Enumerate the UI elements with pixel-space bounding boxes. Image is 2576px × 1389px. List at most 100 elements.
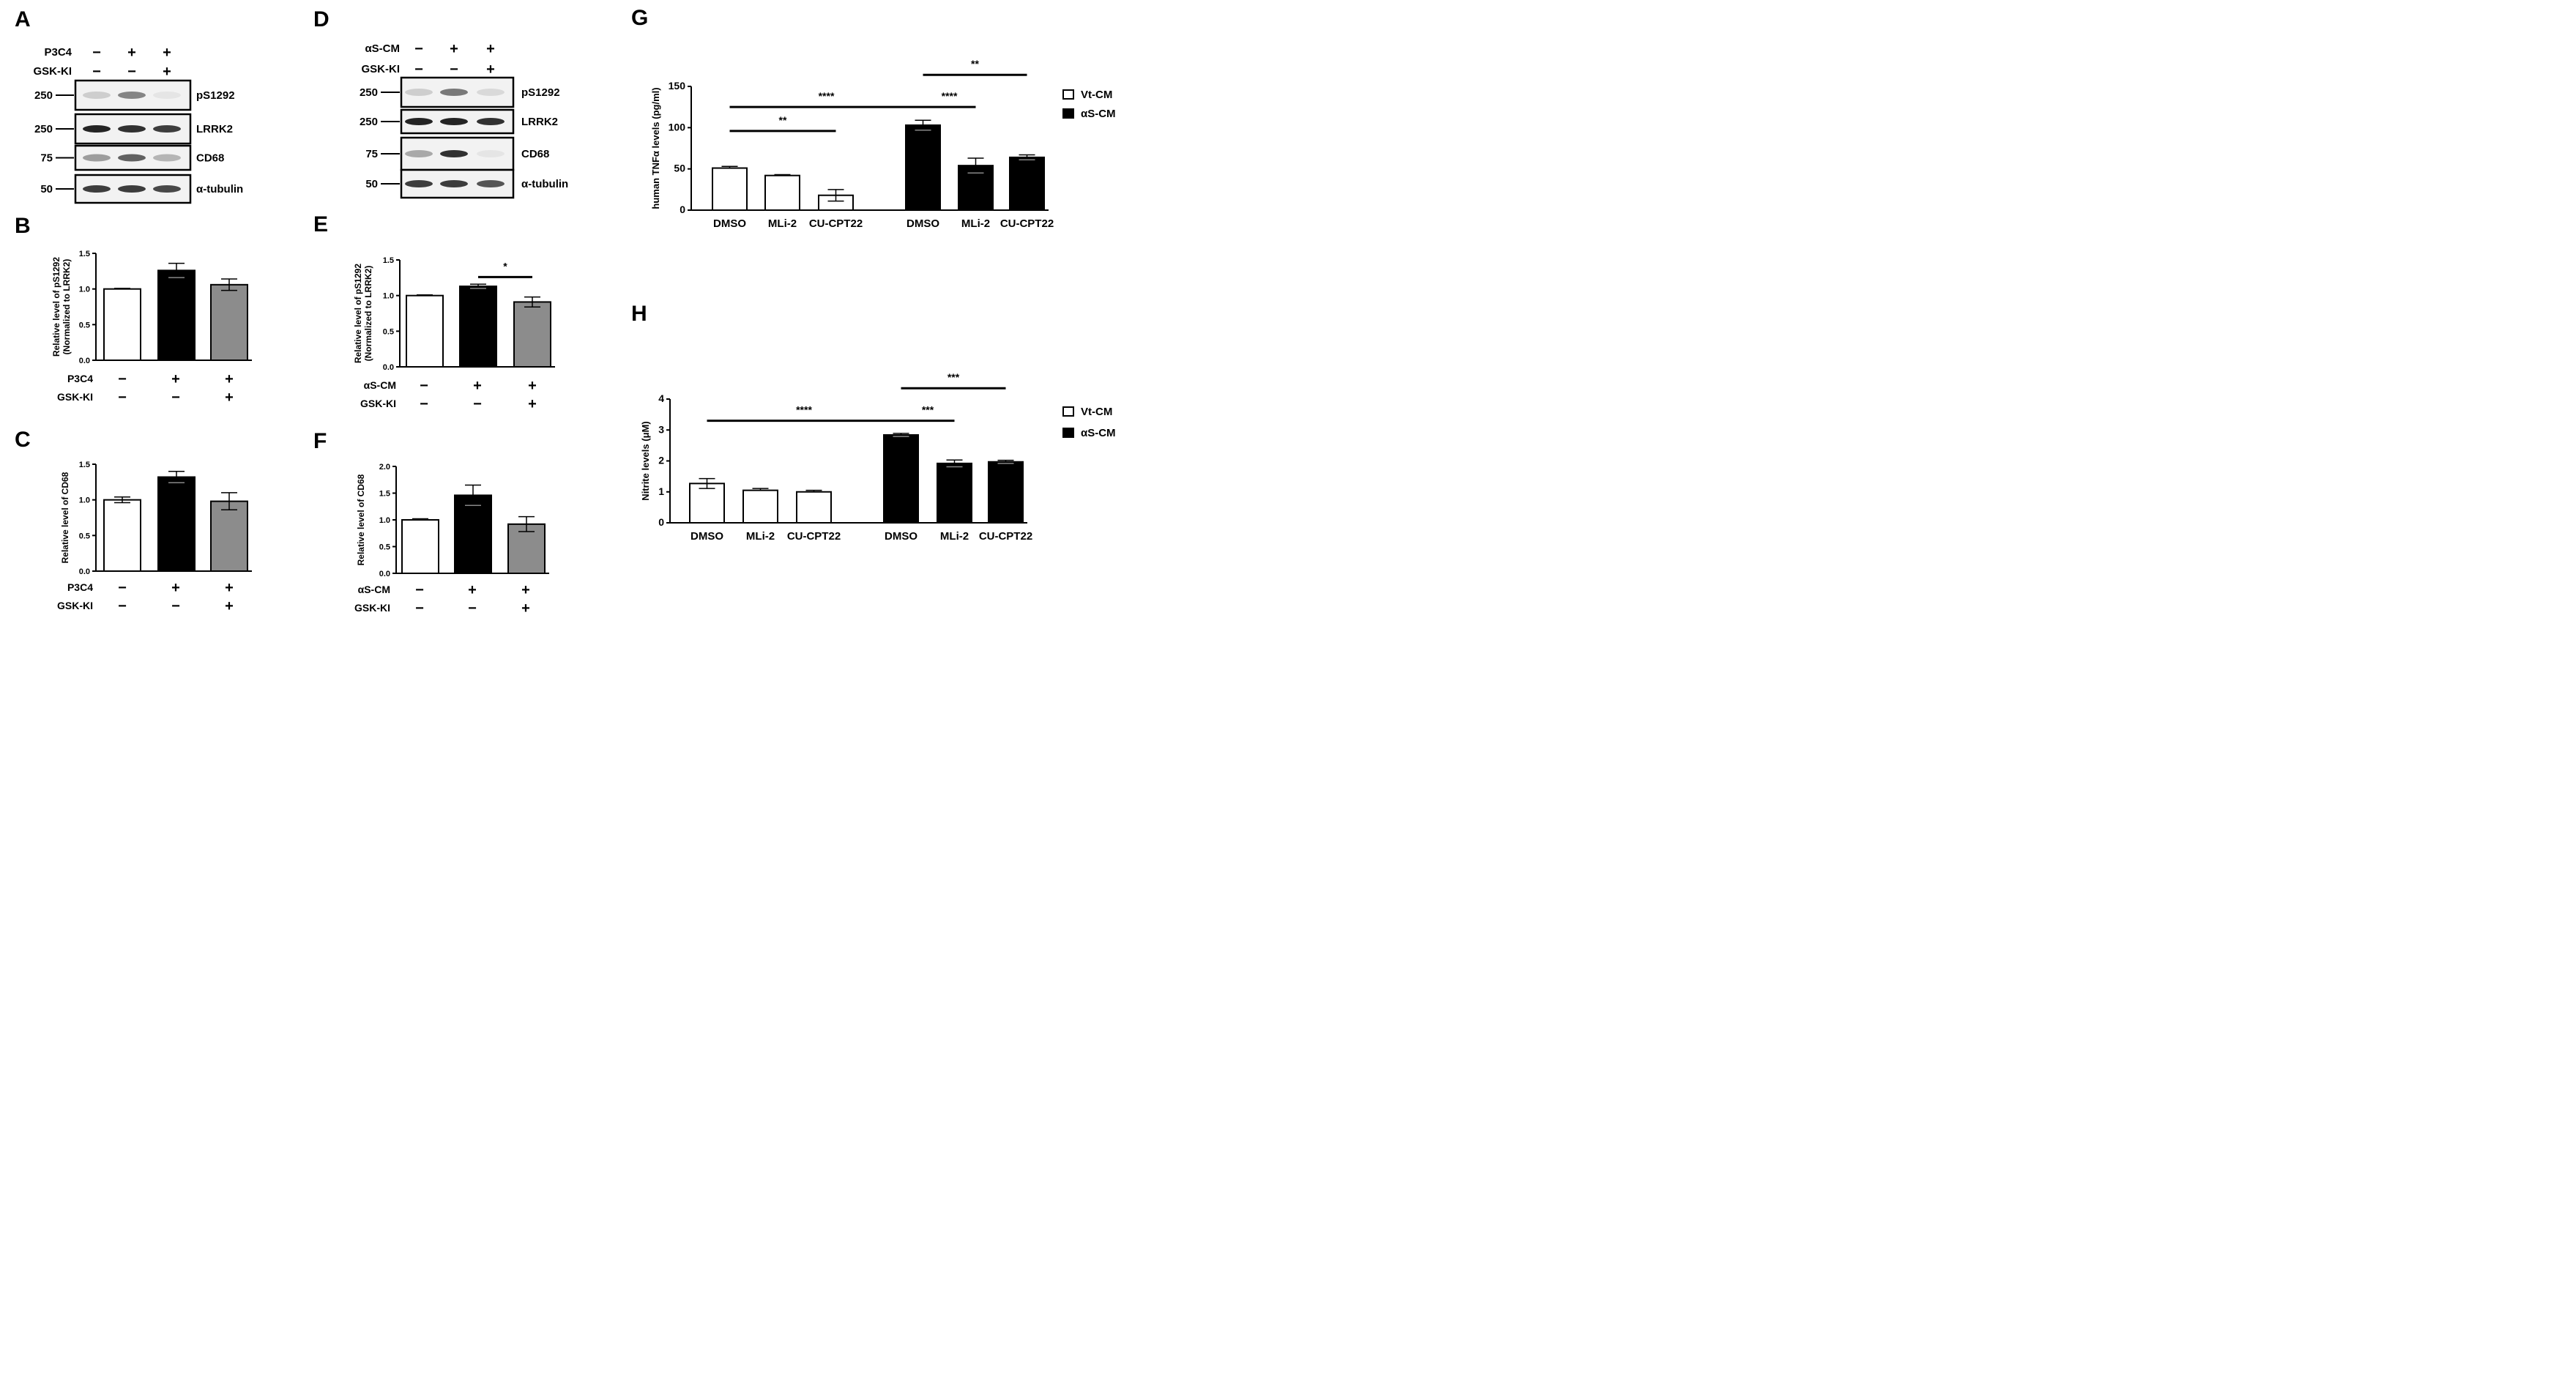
panel-label-f: F: [313, 429, 327, 453]
condition-sign: +: [528, 396, 537, 412]
y-tick-label: 0.5: [383, 327, 394, 336]
condition-label: GSK-KI: [34, 65, 72, 78]
blot-band: [153, 125, 181, 133]
condition-sign: −: [118, 390, 127, 406]
panel-label-h: H: [631, 302, 647, 326]
condition-sign: −: [420, 396, 428, 412]
y-tick-label: 0: [680, 204, 685, 215]
x-tick-label: DMSO: [885, 530, 917, 543]
condition-label: αS-CM: [364, 379, 396, 391]
condition-sign: +: [163, 64, 171, 80]
panel-label-e: E: [313, 212, 328, 237]
condition-label: P3C4: [67, 581, 93, 593]
x-tick-label: DMSO: [690, 530, 723, 543]
bar: [796, 491, 832, 524]
condition-label: P3C4: [44, 46, 72, 59]
y-tick-label: 0.5: [79, 532, 90, 540]
y-axis-label: Relative level of pS1292: [353, 264, 363, 363]
legend-label: Vt-CM: [1081, 406, 1112, 418]
blot-label: CD68: [196, 152, 224, 165]
y-tick-label: 0.0: [383, 363, 394, 372]
significance-label: ***: [948, 371, 960, 383]
y-tick-label: 2: [658, 455, 664, 466]
x-tick-label: DMSO: [713, 217, 746, 230]
condition-sign: +: [127, 45, 136, 61]
y-axis-label: (Normalized to LRRK2): [363, 266, 373, 362]
condition-sign: +: [468, 582, 477, 598]
condition-label: GSK-KI: [362, 63, 401, 75]
x-tick-label: MLi-2: [961, 217, 990, 230]
y-tick-label: 0.5: [379, 543, 390, 552]
bar: [883, 434, 919, 524]
bar: [454, 494, 492, 574]
x-tick-label: CU-CPT22: [809, 217, 863, 230]
legend-label: Vt-CM: [1081, 89, 1112, 101]
x-tick-label: CU-CPT22: [979, 530, 1032, 543]
x-tick-label: CU-CPT22: [787, 530, 841, 543]
condition-sign: −: [414, 41, 423, 57]
legend-label: αS-CM: [1081, 108, 1116, 120]
y-axis-label: Relative level of CD68: [356, 474, 366, 565]
bar: [712, 167, 748, 211]
blot-band: [405, 118, 433, 125]
blot-band: [440, 118, 468, 125]
blot-label: CD68: [521, 148, 549, 160]
condition-sign: −: [118, 598, 127, 614]
y-tick-label: 1.5: [379, 490, 390, 499]
bar: [764, 174, 800, 211]
condition-label: GSK-KI: [360, 398, 396, 409]
bar: [937, 462, 972, 524]
condition-label: GSK-KI: [354, 602, 390, 614]
panel-label-b: B: [15, 214, 31, 238]
condition-sign: +: [486, 41, 495, 57]
condition-sign: −: [468, 600, 477, 617]
blot-band: [118, 125, 146, 133]
y-tick-label: 0: [658, 516, 664, 528]
blot-label: LRRK2: [196, 123, 233, 135]
condition-sign: −: [118, 580, 127, 596]
y-tick-label: 150: [669, 80, 686, 92]
blot-band: [118, 154, 146, 162]
blot-band: [153, 154, 181, 162]
mw-marker: 250: [34, 89, 53, 102]
y-tick-label: 1.0: [383, 292, 394, 301]
y-axis-label: Nitrite levels (μM): [640, 421, 651, 500]
y-tick-label: 1.5: [79, 461, 90, 469]
significance-label: ***: [922, 404, 934, 416]
y-tick-label: 1.0: [79, 496, 90, 505]
blot-band: [153, 185, 181, 193]
blot-band: [440, 150, 468, 157]
y-tick-label: 0.0: [79, 357, 90, 365]
mw-marker: 250: [360, 86, 378, 99]
blot-band: [477, 89, 505, 96]
condition-label: GSK-KI: [57, 600, 93, 611]
condition-label: αS-CM: [358, 584, 390, 595]
blot-band: [83, 125, 111, 133]
condition-sign: −: [92, 64, 101, 80]
condition-sign: +: [171, 371, 180, 387]
mw-marker: 250: [360, 116, 378, 128]
significance-label: *: [503, 260, 507, 272]
bar: [958, 165, 994, 212]
condition-sign: +: [171, 580, 180, 596]
condition-sign: −: [127, 64, 136, 80]
mw-marker: 50: [365, 178, 378, 190]
blot-band: [440, 180, 468, 187]
x-tick-label: MLi-2: [746, 530, 775, 543]
condition-sign: +: [163, 45, 171, 61]
blot-label: pS1292: [521, 86, 560, 99]
blot-band: [83, 154, 111, 162]
mw-marker: 75: [40, 152, 53, 165]
y-tick-label: 1.0: [379, 516, 390, 525]
blot-band: [83, 92, 111, 99]
y-tick-label: 0.0: [79, 567, 90, 576]
mw-marker: 50: [40, 183, 53, 195]
condition-sign: +: [225, 371, 234, 387]
y-tick-label: 100: [669, 121, 686, 133]
panel-label-a: A: [15, 7, 31, 31]
mw-marker: 75: [365, 148, 378, 160]
y-tick-label: 1.5: [383, 256, 394, 265]
panel-label-d: D: [313, 7, 330, 31]
blot-band: [477, 150, 505, 157]
y-axis-label: Relative level of pS1292: [51, 257, 62, 357]
